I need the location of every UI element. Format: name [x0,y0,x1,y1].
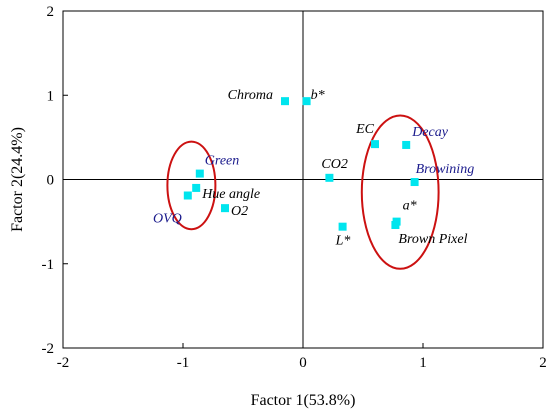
data-point [195,169,204,178]
y-tick-label: 2 [47,4,55,20]
data-point [391,220,400,229]
point-label: EC [355,122,375,137]
point-label: a* [403,199,417,214]
data-point [410,178,419,187]
data-point [192,183,201,192]
point-label: OVQ [153,212,182,227]
data-points [183,97,419,231]
point-label: Green [205,154,239,169]
data-point [281,97,289,106]
x-axis-title: Factor 1(53.8%) [251,392,356,409]
x-tick-label: -2 [57,355,70,371]
data-point [221,204,229,213]
data-point [338,222,347,231]
point-label: Chroma [228,88,273,103]
y-axis-title: Factor 2(24.4%) [9,127,26,232]
x-axis-ticks: -2 -1 0 1 2 [57,343,547,371]
point-labels: Chroma b* EC Decay Browining CO2 a* Brown Pixel… [153,88,474,249]
x-tick-label: 2 [539,355,547,371]
data-point [371,140,379,149]
point-label: Decay [411,125,449,140]
point-label: CO2 [321,157,347,172]
data-point [402,140,411,149]
cluster-ellipses [166,114,440,270]
data-point [325,173,334,182]
y-tick-label: 1 [47,88,55,104]
cluster-ellipse [166,140,217,231]
y-tick-label: -2 [42,341,55,357]
cluster-ellipse [360,114,440,270]
point-label: Browining [416,162,475,177]
data-point [183,191,192,200]
point-label: Brown Pixel [398,232,467,247]
y-axis-ticks: -2 -1 0 1 2 [42,4,68,357]
x-tick-label: -1 [177,355,190,371]
point-label: L* [335,234,351,249]
y-tick-label: -1 [42,257,55,273]
y-tick-label: 0 [47,173,55,189]
point-label: Hue angle [201,187,260,202]
x-tick-label: 1 [419,355,427,371]
point-label: b* [311,88,325,103]
x-tick-label: 0 [299,355,307,371]
data-point [302,97,311,106]
point-label: O2 [231,204,248,219]
